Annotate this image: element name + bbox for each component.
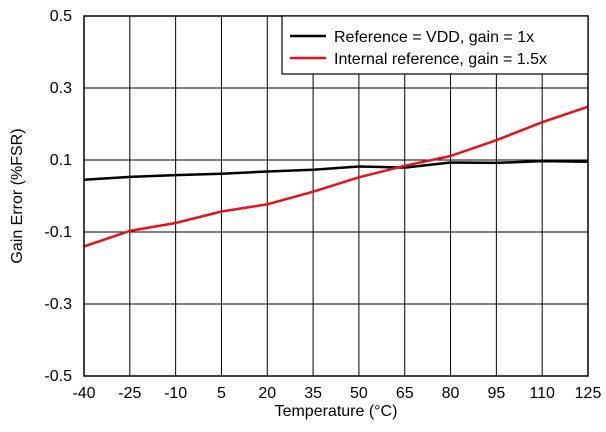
- x-axis-ticks: -40 -25 -10 5 20 35 50 65 80 95 110 125: [72, 385, 601, 402]
- y-tick-label: 0.3: [50, 80, 72, 97]
- y-tick-label: -0.1: [44, 224, 72, 241]
- x-tick-label: -40: [72, 385, 95, 402]
- legend-label-1: Internal reference, gain = 1.5x: [334, 51, 547, 68]
- x-axis-title: Temperature (°C): [275, 403, 398, 420]
- legend-box: [281, 15, 589, 75]
- legend: Reference = VDD, gain = 1x Internal refer…: [281, 15, 589, 75]
- x-tick-label: 125: [575, 385, 602, 402]
- series-layer: [83, 105, 589, 248]
- y-tick-label: -0.5: [44, 368, 72, 385]
- x-tick-label: 35: [304, 385, 322, 402]
- x-tick-label: 50: [350, 385, 368, 402]
- x-tick-label: 95: [487, 385, 505, 402]
- series-line-1: [83, 105, 589, 248]
- x-tick-label: 20: [258, 385, 276, 402]
- x-tick-label: 80: [442, 385, 460, 402]
- x-tick-label: 110: [529, 385, 555, 402]
- y-tick-label: 0.1: [50, 152, 72, 169]
- y-axis-ticks: -0.5 -0.3 -0.1 0.1 0.3 0.5: [44, 8, 72, 385]
- y-axis-title: Gain Error (%FSR): [9, 128, 26, 263]
- x-tick-label: -25: [118, 385, 141, 402]
- x-tick-label: -10: [164, 385, 187, 402]
- x-tick-label: 5: [217, 385, 226, 402]
- y-tick-label: -0.3: [44, 296, 72, 313]
- x-tick-label: 65: [396, 385, 414, 402]
- y-tick-label: 0.5: [50, 8, 72, 25]
- series-line-0: [83, 159, 589, 182]
- legend-label-0: Reference = VDD, gain = 1x: [334, 29, 534, 46]
